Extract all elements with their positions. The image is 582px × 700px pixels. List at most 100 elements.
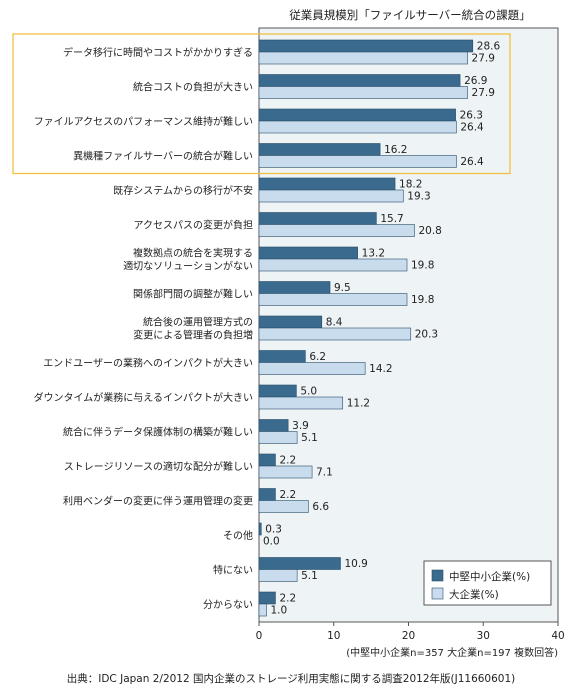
value-label: 7.1: [316, 467, 333, 479]
bar-large-16: [258, 603, 267, 617]
category-label: 統合コストの負担が大きい: [133, 81, 253, 94]
value-label: 16.2: [384, 144, 407, 156]
category-label: 変更による管理者の負担増: [133, 329, 253, 342]
value-label: 27.9: [472, 87, 495, 99]
bar-large-0: [258, 51, 468, 65]
category-label: 既存システムからの移行が不安: [113, 184, 253, 197]
value-label: 10.9: [344, 558, 367, 570]
value-label: 26.9: [464, 75, 487, 87]
value-label: 8.4: [326, 317, 343, 329]
category-label: ストレージリソースの適切な配分が難しい: [64, 460, 253, 473]
sample-size-note: (中堅中小企業n=357 大企業n=197 複数回答): [346, 646, 558, 659]
category-label: 統合後の運用管理方式の: [143, 316, 253, 329]
value-label: 26.4: [460, 122, 484, 134]
bar-large-10: [258, 396, 344, 410]
value-label: 19.8: [411, 260, 434, 272]
legend-label: 中堅中小企業(%): [449, 570, 530, 583]
bar-large-12: [258, 465, 313, 479]
bar-large-13: [258, 500, 309, 513]
bar-sme-9: [258, 350, 306, 363]
category-label: アクセスパスの変更が負担: [134, 219, 254, 232]
bar-large-7: [258, 293, 408, 306]
value-label: 26.4: [460, 156, 484, 168]
value-label: 0.0: [263, 536, 280, 548]
value-label: 27.9: [472, 53, 495, 65]
bar-sme-2: [258, 108, 456, 122]
bar-large-5: [258, 224, 415, 237]
value-label: 2.2: [279, 593, 296, 605]
category-label: 適切なソリューションがない: [123, 260, 253, 273]
value-label: 6.6: [312, 501, 329, 513]
value-label: 28.6: [477, 41, 501, 53]
bar-sme-10: [258, 384, 297, 398]
value-label: 20.8: [418, 225, 441, 237]
bar-large-6: [258, 258, 408, 272]
bar-sme-14: [258, 522, 262, 536]
value-label: 11.2: [347, 398, 370, 410]
legend-swatch: [431, 587, 444, 600]
bar-sme-7: [258, 281, 331, 294]
value-label: 13.2: [362, 248, 385, 260]
category-label: データ移行に時間やコストがかかりすぎる: [63, 46, 253, 59]
category-label: 統合に伴うデータ保護体制の構築が難しい: [63, 426, 253, 439]
value-label: 9.5: [334, 282, 351, 294]
x-tick-label: 20: [402, 630, 415, 642]
bar-sme-3: [258, 143, 381, 156]
x-tick-label: 0: [256, 630, 263, 642]
value-label: 1.0: [270, 605, 287, 617]
value-label: 19.3: [407, 191, 430, 203]
value-label: 20.3: [415, 329, 438, 341]
legend-label: 大企業(%): [449, 588, 499, 601]
legend: 中堅中小企業(%) 大企業(%): [423, 560, 552, 606]
value-label: 6.2: [309, 351, 326, 363]
value-label: 15.7: [380, 213, 403, 225]
x-tick-label: 40: [551, 630, 564, 642]
bar-sme-16: [258, 591, 276, 605]
bar-large-8: [258, 327, 412, 341]
category-label: ファイルアクセスのパフォーマンス維持が難しい: [34, 115, 253, 128]
value-label: 18.2: [399, 179, 422, 191]
bar-sme-1: [258, 74, 461, 87]
category-label: エンドユーザーの業務へのインパクトが大きい: [43, 357, 253, 370]
bar-large-3: [258, 155, 457, 168]
bar-sme-5: [258, 212, 377, 225]
category-label: ダウンタイムが業務に与えるインパクトが大きい: [34, 391, 254, 404]
bar-sme-15: [258, 557, 341, 570]
bar-sme-13: [258, 488, 276, 501]
category-label: 複数拠点の統合を実現する: [133, 247, 253, 260]
bar-sme-8: [258, 315, 323, 329]
x-tick-label: 30: [477, 630, 490, 642]
value-label: 2.2: [279, 455, 296, 467]
value-label: 26.3: [460, 110, 483, 122]
bar-sme-0: [258, 39, 474, 53]
category-label: 分からない: [203, 599, 253, 611]
value-label: 5.1: [301, 570, 318, 582]
value-label: 14.2: [369, 363, 392, 375]
bar-sme-6: [258, 246, 358, 260]
category-label: 利用ベンダーの変更に伴う運用管理の変更: [63, 495, 253, 508]
bar-large-2: [258, 120, 457, 134]
legend-swatch: [431, 569, 444, 582]
value-label: 19.8: [411, 294, 434, 306]
bar-large-9: [258, 362, 366, 375]
bar-sme-4: [258, 177, 396, 191]
value-label: 0.3: [265, 524, 282, 536]
category-label: その他: [223, 529, 253, 542]
bar-large-15: [258, 569, 298, 582]
bar-sme-12: [258, 453, 276, 467]
bar-large-1: [258, 86, 468, 99]
source-citation: 出典：IDC Japan 2/2012 国内企業のストレージ利用実態に関する調査…: [67, 672, 516, 685]
value-label: 2.2: [279, 489, 296, 501]
bar-large-11: [258, 431, 298, 444]
category-label: 異機種ファイルサーバーの統合が難しい: [73, 150, 253, 163]
highlight-box: [12, 33, 511, 175]
value-label: 3.9: [292, 420, 309, 432]
legend-box: [423, 560, 552, 606]
category-label: 関係部門間の調整が難しい: [133, 288, 253, 301]
bar-sme-11: [258, 419, 289, 432]
chart-title: 従業員規模別「ファイルサーバー統合の課題」: [289, 8, 530, 22]
x-tick-label: 10: [327, 630, 340, 642]
value-label: 5.1: [301, 432, 318, 444]
category-label: 特にない: [213, 565, 253, 577]
